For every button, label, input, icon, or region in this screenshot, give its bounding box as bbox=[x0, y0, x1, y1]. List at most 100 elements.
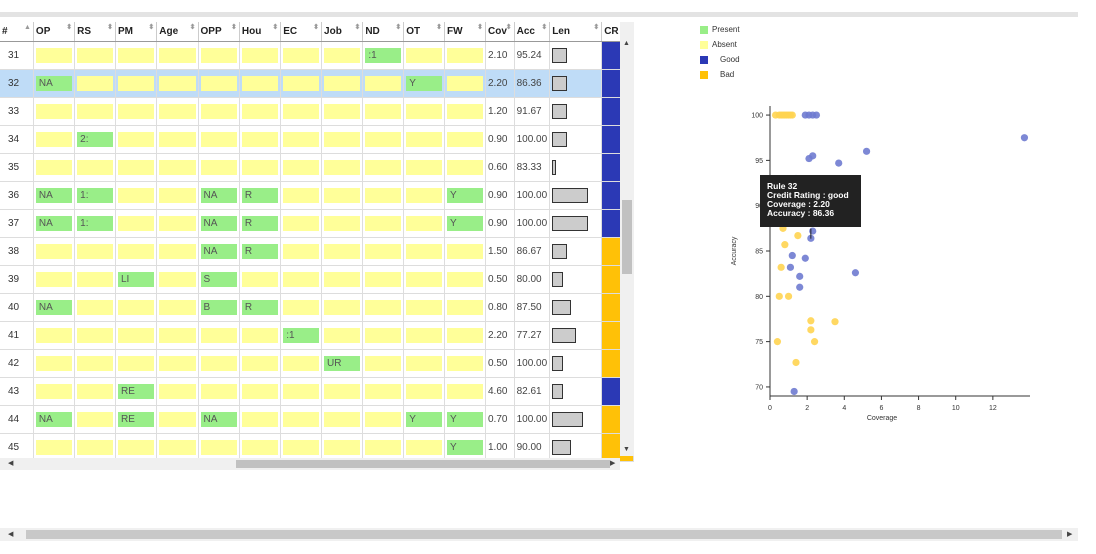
column-header-ec[interactable]: EC ⬍ bbox=[280, 22, 323, 42]
absent-condition bbox=[159, 76, 196, 91]
column-header-rs[interactable]: RS ⬍ bbox=[74, 22, 116, 42]
table-row[interactable]: 40 NA B R 0.80 87.50 bbox=[0, 293, 634, 322]
table-row[interactable]: 32 NA Y 2.20 86.36 bbox=[0, 69, 634, 98]
table-row[interactable]: 39 LI S 0.50 80.00 bbox=[0, 265, 634, 294]
sort-icon[interactable]: ⬍ bbox=[272, 24, 279, 31]
page-scroll-right-icon[interactable]: ▶ bbox=[1067, 531, 1073, 538]
absent-condition bbox=[159, 412, 196, 427]
length-bar bbox=[552, 188, 589, 203]
attribute-cell-opp: NA bbox=[198, 181, 240, 210]
data-point-bad[interactable] bbox=[773, 338, 782, 346]
scroll-right-icon[interactable]: ▶ bbox=[610, 460, 616, 467]
attribute-cell-ot bbox=[403, 181, 446, 210]
page-horizontal-scrollbar[interactable]: ◀ ▶ bbox=[0, 528, 1078, 541]
sort-icon[interactable]: ⬍ bbox=[593, 24, 600, 31]
data-point-bad[interactable] bbox=[831, 318, 839, 326]
table-row[interactable]: 31:1 2.10 95.24 bbox=[0, 41, 634, 70]
column-header-len[interactable]: Len ⬍ bbox=[549, 22, 603, 42]
absent-condition bbox=[324, 216, 361, 231]
sort-icon[interactable]: ⬍ bbox=[395, 24, 402, 31]
data-point-bad[interactable] bbox=[777, 263, 785, 271]
data-point-good[interactable] bbox=[805, 154, 813, 163]
data-point-bad[interactable] bbox=[810, 338, 819, 346]
data-point-good[interactable] bbox=[790, 387, 798, 396]
column-header-cov[interactable]: Cov ⬍ bbox=[485, 22, 515, 42]
data-point-good[interactable] bbox=[1020, 134, 1029, 142]
column-header-opp[interactable]: OPP ⬍ bbox=[198, 22, 240, 42]
sort-icon[interactable]: ⬍ bbox=[66, 24, 73, 31]
table-vertical-scrollbar[interactable]: ▲ ▼ bbox=[620, 22, 634, 456]
table-row[interactable]: 33 1.20 91.67 bbox=[0, 97, 634, 126]
data-point-bad[interactable] bbox=[794, 231, 802, 240]
sort-icon[interactable]: ⬍ bbox=[354, 24, 361, 31]
table-horizontal-scroll-thumb[interactable] bbox=[236, 460, 610, 468]
data-point-bad[interactable] bbox=[792, 358, 800, 367]
attribute-cell-nd bbox=[362, 209, 405, 238]
present-condition: NA bbox=[200, 216, 237, 231]
column-header-ot[interactable]: OT ⬍ bbox=[403, 22, 446, 42]
sort-icon[interactable]: ⬍ bbox=[107, 24, 113, 31]
page-scroll-left-icon[interactable]: ◀ bbox=[8, 531, 14, 538]
table-row[interactable]: 44 NA RE NA Y Y 0.70 100.00 bbox=[0, 405, 634, 434]
column-header-num[interactable]: # ▲ bbox=[0, 22, 34, 42]
x-axis-label: Coverage bbox=[867, 415, 897, 422]
absent-condition bbox=[283, 412, 320, 427]
sort-icon[interactable]: ⬍ bbox=[477, 24, 483, 31]
data-point-good[interactable] bbox=[796, 283, 804, 291]
table-row[interactable]: 42 UR 0.50 100.00 bbox=[0, 349, 634, 378]
column-header-pm[interactable]: PM ⬍ bbox=[115, 22, 158, 42]
table-row[interactable]: 35 0.60 83.33 bbox=[0, 153, 634, 182]
data-point-bad[interactable] bbox=[807, 326, 815, 334]
column-header-age[interactable]: Age ⬍ bbox=[156, 22, 199, 42]
data-point-good[interactable] bbox=[796, 272, 804, 280]
attribute-cell-op bbox=[33, 125, 76, 154]
data-point-good[interactable] bbox=[851, 269, 860, 277]
table-row[interactable]: 38 NA R 1.50 86.67 bbox=[0, 237, 634, 266]
data-point-good[interactable] bbox=[786, 263, 795, 271]
sort-ascending-icon[interactable]: ▲ bbox=[23, 24, 31, 31]
data-point-good[interactable] bbox=[788, 251, 796, 260]
sort-icon[interactable]: ⬍ bbox=[231, 24, 237, 31]
table-horizontal-scrollbar[interactable]: ◀ ▶ bbox=[0, 458, 620, 470]
present-condition: :1 bbox=[365, 48, 402, 63]
sort-icon[interactable]: ⬍ bbox=[313, 24, 320, 31]
sort-icon[interactable]: ⬍ bbox=[189, 24, 196, 31]
sort-icon[interactable]: ⬍ bbox=[505, 24, 512, 31]
column-header-hou[interactable]: Hou ⬍ bbox=[239, 22, 282, 42]
sort-icon[interactable]: ⬍ bbox=[436, 24, 443, 31]
length-bar bbox=[552, 216, 589, 231]
data-point-good[interactable] bbox=[809, 227, 817, 235]
data-point-bad[interactable] bbox=[807, 317, 815, 325]
data-point-good[interactable] bbox=[812, 111, 821, 119]
table-row[interactable]: 41:1 2.20 77.27 bbox=[0, 321, 634, 350]
table-row[interactable]: 43 RE 4.60 82.61 bbox=[0, 377, 634, 406]
sort-icon[interactable]: ⬍ bbox=[541, 24, 548, 31]
data-point-good[interactable] bbox=[835, 159, 843, 167]
data-point-bad[interactable] bbox=[784, 292, 793, 300]
rule-number: 44 bbox=[0, 405, 34, 434]
absent-condition bbox=[365, 76, 402, 91]
column-header-nd[interactable]: ND ⬍ bbox=[362, 22, 405, 42]
scroll-left-icon[interactable]: ◀ bbox=[8, 460, 14, 467]
data-point-good[interactable] bbox=[801, 254, 809, 262]
data-point-good[interactable] bbox=[862, 147, 871, 155]
length-bar-cell bbox=[549, 349, 603, 378]
attribute-cell-hou bbox=[239, 321, 282, 350]
table-row[interactable]: 37 NA 1: NA R Y 0.90 100.00 bbox=[0, 209, 634, 238]
table-row[interactable]: 34 2: 0.90 100.00 bbox=[0, 125, 634, 154]
column-header-job[interactable]: Job ⬍ bbox=[321, 22, 364, 42]
sort-icon[interactable]: ⬍ bbox=[148, 24, 155, 31]
table-row[interactable]: 36 NA 1: NA R Y 0.90 100.00 bbox=[0, 181, 634, 210]
column-header-acc[interactable]: Acc ⬍ bbox=[514, 22, 551, 42]
data-point-bad[interactable] bbox=[781, 241, 789, 249]
data-point-bad[interactable] bbox=[775, 292, 783, 300]
page-horizontal-scroll-thumb[interactable] bbox=[26, 530, 1062, 539]
column-header-op[interactable]: OP ⬍ bbox=[33, 22, 76, 42]
scroll-up-icon[interactable]: ▲ bbox=[623, 40, 630, 47]
scroll-down-icon[interactable]: ▼ bbox=[623, 446, 630, 453]
accuracy-value: 86.36 bbox=[514, 69, 551, 98]
data-point-bad[interactable] bbox=[788, 111, 796, 119]
table-vertical-scroll-thumb[interactable] bbox=[622, 200, 632, 274]
column-header-fw[interactable]: FW ⬍ bbox=[444, 22, 486, 42]
absent-condition bbox=[159, 440, 196, 455]
